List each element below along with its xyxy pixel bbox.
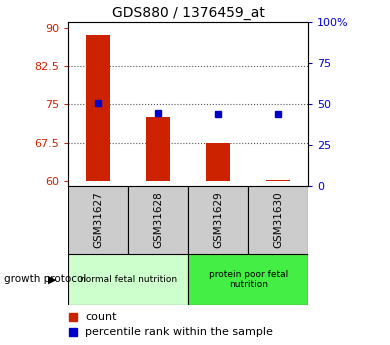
Text: GSM31630: GSM31630 [273, 191, 283, 248]
Bar [68, 254, 188, 305]
Text: GSM31628: GSM31628 [153, 191, 163, 248]
Bar [86, 35, 110, 181]
Text: count: count [85, 312, 117, 322]
Bar [68, 186, 128, 254]
Bar [206, 143, 230, 181]
Bar [188, 186, 248, 254]
Text: GSM31627: GSM31627 [93, 191, 103, 248]
Bar [146, 117, 170, 181]
Title: GDS880 / 1376459_at: GDS880 / 1376459_at [112, 6, 264, 20]
Bar [188, 254, 308, 305]
Text: growth protocol: growth protocol [4, 275, 86, 284]
Text: normal fetal nutrition: normal fetal nutrition [80, 275, 177, 284]
Bar [128, 186, 188, 254]
Bar [248, 186, 308, 254]
Bar [266, 180, 290, 181]
Text: GSM31629: GSM31629 [213, 191, 223, 248]
Text: percentile rank within the sample: percentile rank within the sample [85, 327, 273, 337]
Text: protein poor fetal
nutrition: protein poor fetal nutrition [209, 270, 288, 289]
Text: ▶: ▶ [48, 275, 57, 284]
